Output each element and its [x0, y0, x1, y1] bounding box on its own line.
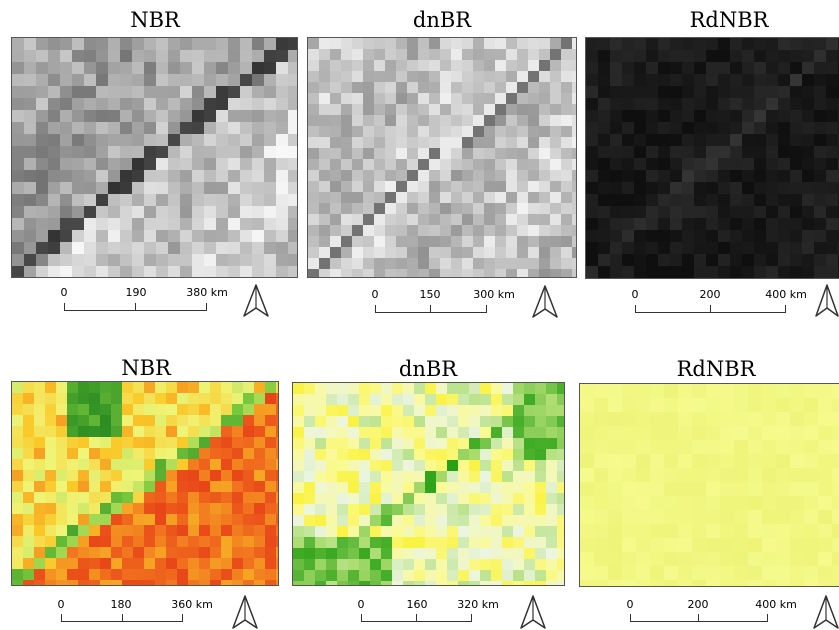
- scale-label-mid: 200: [699, 288, 721, 301]
- scale-label-end: 400 km: [755, 598, 797, 611]
- scale-label-end: 320 km: [457, 598, 499, 611]
- north-arrow-icon: [520, 595, 546, 629]
- north-arrow-icon: [232, 595, 258, 629]
- scale-bar-nbr-gray: 0 190 380 km: [60, 286, 228, 316]
- raster-image: [580, 384, 839, 586]
- scale-label-mid: 190: [125, 286, 147, 299]
- scale-bar-dnbr-gray: 0 150 300 km: [372, 288, 522, 318]
- map-rdnbr-grayscale: [585, 37, 839, 279]
- scale-label-mid: 150: [419, 288, 441, 301]
- panel-title-nbr-gray: NBR: [130, 8, 180, 32]
- raster-image: [586, 38, 839, 278]
- scale-label-end: 300 km: [473, 288, 515, 301]
- scale-bar-dnbr-color: 0 160 320 km: [358, 598, 508, 628]
- map-nbr-grayscale: [11, 37, 298, 278]
- scale-label-end: 400 km: [765, 288, 807, 301]
- scale-bar-rdnbr-color: 0 200 400 km: [626, 598, 797, 628]
- scale-label-0: 0: [626, 598, 634, 611]
- panel-title-dnbr-gray: dnBR: [412, 8, 472, 32]
- raster-image: [293, 383, 564, 585]
- raster-image: [12, 382, 278, 585]
- scale-label-mid: 180: [110, 598, 132, 611]
- scale-bar-rdnbr-gray: 0 200 400 km: [631, 288, 807, 318]
- north-arrow-icon: [243, 284, 269, 317]
- raster-image: [12, 38, 297, 277]
- scale-label-0: 0: [57, 598, 65, 611]
- map-rdnbr-colored: [579, 383, 839, 587]
- map-dnbr-colored: [292, 382, 565, 586]
- scale-bar-nbr-color: 0 180 360 km: [57, 598, 213, 628]
- north-arrow-icon: [815, 284, 839, 317]
- scale-label-mid: 160: [406, 598, 428, 611]
- panel-title-rdnbr-color: RdNBR: [676, 357, 756, 381]
- scale-label-0: 0: [357, 598, 365, 611]
- map-dnbr-grayscale: [307, 37, 577, 278]
- panel-title-rdnbr-gray: RdNBR: [689, 8, 769, 32]
- panel-title-nbr-color: NBR: [121, 356, 171, 380]
- scale-label-0: 0: [60, 286, 68, 299]
- scale-label-end: 360 km: [171, 598, 213, 611]
- scale-label-end: 380 km: [186, 286, 228, 299]
- north-arrow-icon: [813, 595, 839, 629]
- scale-label-0: 0: [371, 288, 379, 301]
- panel-title-dnbr-color: dnBR: [398, 357, 458, 381]
- raster-image: [308, 38, 576, 277]
- north-arrow-icon: [532, 285, 558, 318]
- map-nbr-colored: [11, 381, 279, 586]
- scale-label-0: 0: [631, 288, 639, 301]
- scale-label-mid: 200: [687, 598, 709, 611]
